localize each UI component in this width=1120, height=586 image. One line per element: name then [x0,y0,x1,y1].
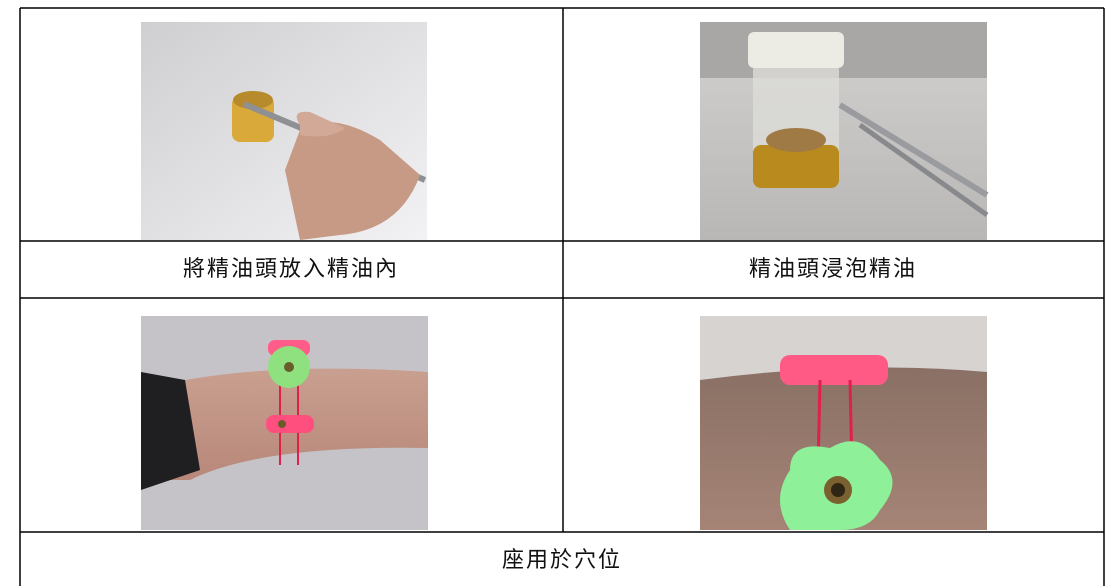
photo [700,316,987,530]
photo [141,22,427,240]
table-grid [19,7,1105,586]
photo [700,22,989,240]
caption: 將精油頭放入精油內 [183,257,399,282]
caption: 精油頭浸泡精油 [749,257,917,282]
photo [141,316,428,530]
caption: 座用於穴位 [502,548,622,573]
